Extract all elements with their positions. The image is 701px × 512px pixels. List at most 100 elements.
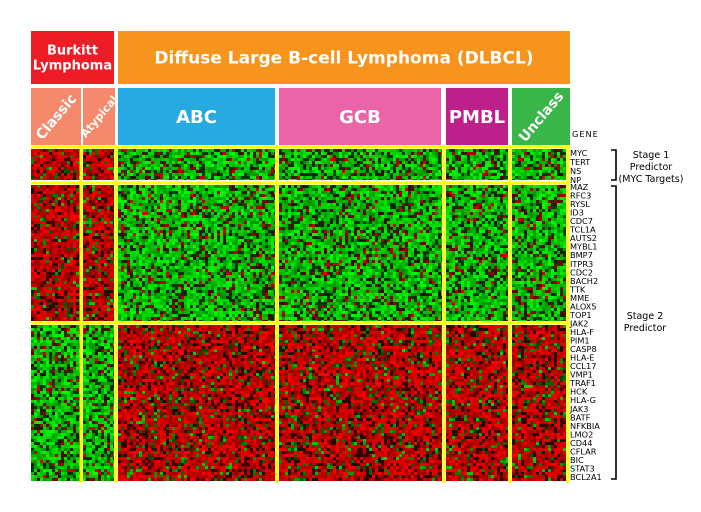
heatmap-cell (136, 206, 139, 209)
heatmap-cell (393, 170, 396, 173)
heatmap-cell (253, 266, 256, 269)
heatmap-cell (193, 233, 196, 236)
heatmap-cell (46, 227, 49, 230)
heatmap-cell (166, 239, 169, 242)
heatmap-cell (235, 188, 238, 191)
heatmap-cell (244, 278, 247, 281)
heatmap-cell (43, 317, 46, 320)
heatmap-cell (184, 251, 187, 254)
heatmap-cell (76, 242, 79, 245)
heatmap-cell (282, 149, 285, 152)
heatmap-cell (435, 161, 438, 164)
heatmap-cell (86, 161, 89, 164)
heatmap-cell (34, 320, 37, 321)
heatmap-cell (172, 272, 175, 275)
heatmap-cell (52, 224, 55, 227)
heatmap-cell (288, 161, 291, 164)
heatmap-cell (256, 164, 259, 167)
heatmap-cell (98, 314, 101, 317)
heatmap-cell (76, 218, 79, 221)
heatmap-cell (190, 170, 193, 173)
heatmap-cell (73, 185, 76, 188)
heatmap-cell (67, 170, 70, 173)
heatmap-cell (217, 173, 220, 176)
heatmap-cell (274, 257, 275, 260)
heatmap-cell (288, 152, 291, 155)
heatmap-cell (196, 275, 199, 278)
heatmap-cell (178, 170, 181, 173)
heatmap-cells (31, 149, 566, 481)
heatmap-cell (217, 224, 220, 227)
heatmap-cell (104, 152, 107, 155)
heatmap-cell (464, 173, 467, 176)
heatmap-cell (274, 173, 275, 176)
heatmap-cell (521, 167, 524, 170)
heatmap-cell (387, 173, 390, 176)
heatmap-cell (61, 248, 64, 251)
heatmap-cell (193, 158, 196, 161)
heatmap-cell (55, 236, 58, 239)
heatmap-cell (253, 233, 256, 236)
heatmap-cell (130, 275, 133, 278)
heatmap-cell (55, 158, 58, 161)
heatmap-cell (181, 248, 184, 251)
heatmap-cell (70, 152, 73, 155)
heatmap-cell (172, 230, 175, 233)
heatmap-cell (166, 173, 169, 176)
heatmap-cell (193, 167, 196, 170)
heatmap-cell (145, 152, 148, 155)
heatmap-cell (208, 215, 211, 218)
heatmap-cell (455, 170, 458, 173)
heatmap-cell (214, 170, 217, 173)
heatmap-cell (539, 152, 542, 155)
heatmap-cell (86, 194, 89, 197)
heatmap-cell (160, 278, 163, 281)
heatmap-cell (500, 179, 503, 180)
heatmap-cell (92, 176, 95, 179)
heatmap-cell (220, 248, 223, 251)
heatmap-cell (214, 248, 217, 251)
heatmap-cell (220, 257, 223, 260)
heatmap-cell (89, 281, 92, 284)
heatmap-cell (429, 161, 432, 164)
heatmap-cell (530, 176, 533, 179)
heatmap-cell (175, 155, 178, 158)
heatmap-cell (494, 155, 497, 158)
heatmap-cell (121, 158, 124, 161)
heatmap-cell (214, 269, 217, 272)
heatmap-cell (241, 272, 244, 275)
heatmap-cell (49, 170, 52, 173)
heatmap-cell (479, 161, 482, 164)
heatmap-cell (34, 239, 37, 242)
heatmap-cell (46, 206, 49, 209)
heatmap-cell (166, 194, 169, 197)
heatmap-cell (262, 212, 265, 215)
heatmap-cell (64, 209, 67, 212)
heatmap-cell (214, 242, 217, 245)
heatmap-cell (107, 263, 110, 266)
heatmap-cell (199, 251, 202, 254)
heatmap-cell (357, 179, 360, 180)
heatmap-cell (211, 278, 214, 281)
heatmap-cell (321, 164, 324, 167)
heatmap-cell (98, 302, 101, 305)
heatmap-cell (55, 233, 58, 236)
heatmap-cell (160, 263, 163, 266)
heatmap-cell (113, 215, 114, 218)
heatmap-cell (55, 269, 58, 272)
heatmap-cell (336, 152, 339, 155)
heatmap-cell (86, 269, 89, 272)
heatmap-cell (98, 149, 101, 152)
heatmap-cell (55, 290, 58, 293)
heatmap-cell (127, 176, 130, 179)
heatmap-cell (37, 230, 40, 233)
heatmap-cell (521, 170, 524, 173)
heatmap-cell (40, 179, 43, 180)
heatmap-cell (83, 215, 86, 218)
heatmap-cell (73, 194, 76, 197)
heatmap-cell (163, 194, 166, 197)
heatmap-cell (70, 296, 73, 299)
heatmap-cell (208, 218, 211, 221)
heatmap-cell (375, 161, 378, 164)
heatmap-cell (458, 152, 461, 155)
